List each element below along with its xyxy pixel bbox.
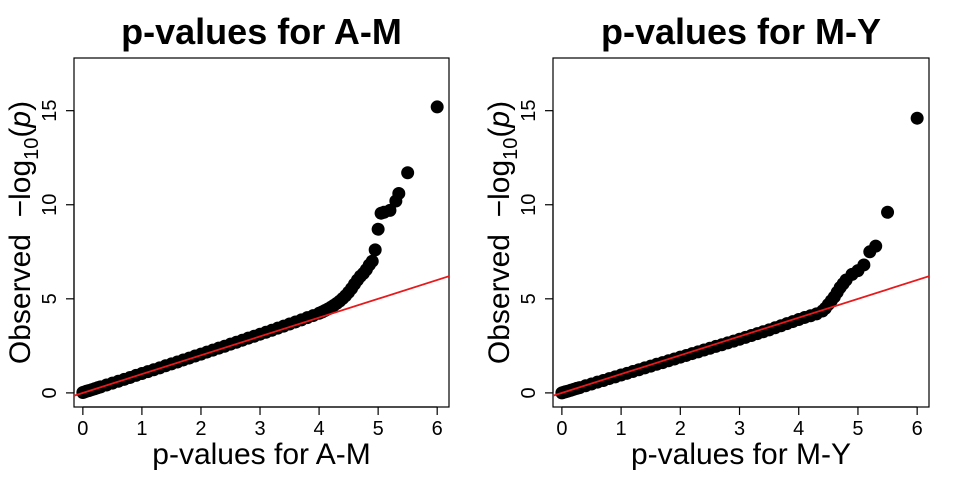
points-group [76,100,444,400]
y-label-prefix: Observed −log [4,160,37,364]
data-point [371,222,385,236]
y-axis-label: Observed −log10(p) [4,101,43,364]
y-axis-label: Observed −log10(p) [483,101,522,364]
x-tick-label: 1 [616,418,627,440]
x-axis-label: p-values for M-Y [631,438,851,471]
y-tick-label: 15 [39,100,61,122]
y-label-close-paren: ) [483,101,516,111]
reference-line [553,275,929,397]
y-tick-label: 0 [39,387,61,398]
chart-title: p-values for M-Y [601,11,881,52]
y-label-prefix: Observed −log [483,160,516,364]
y-tick-label: 5 [39,293,61,304]
y-label-variable: p [483,111,516,129]
x-tick-label: 6 [912,418,923,440]
x-axis-label: p-values for A-M [152,438,370,471]
qq-panel-right: p-values for M-Y 0 1 2 3 4 5 6 0 5 10 15 p-values fo… [483,11,930,471]
x-tick-label: 3 [254,418,265,440]
data-point [365,254,379,268]
x-tick-label: 2 [195,418,206,440]
x-tick-label: 1 [136,418,147,440]
x-tick-label: 3 [734,418,745,440]
data-point [869,239,883,253]
y-label-subscript: 10 [21,138,43,160]
data-point [392,186,406,200]
data-point [881,205,895,219]
data-point [910,111,924,125]
x-tick-label: 6 [432,418,443,440]
y-tick-label: 10 [518,194,540,216]
y-tick-label: 10 [39,194,61,216]
qq-panel-left: p-values for A-M 0 1 2 3 4 5 6 0 5 10 15 p-values fo… [4,11,450,471]
x-tick-label: 4 [793,418,804,440]
y-tick-label: 0 [518,387,540,398]
points-group [555,111,924,400]
y-tick-label: 5 [518,293,540,304]
data-point [430,100,444,114]
plot-frame [73,57,450,408]
y-label-close-paren: ) [4,101,37,111]
y-label-variable: p [4,111,37,129]
reference-line [74,275,449,397]
data-point [401,166,415,180]
y-label-open-paren: ( [483,128,516,138]
x-tick-label: 5 [373,418,384,440]
y-label-open-paren: ( [4,128,37,138]
data-point [857,258,871,272]
x-tick-label: 0 [556,418,567,440]
y-label-subscript: 10 [500,138,522,160]
x-tick-label: 4 [314,418,325,440]
data-point [383,203,397,217]
x-tick-label: 0 [77,418,88,440]
data-point [368,243,382,257]
y-tick-label: 15 [518,100,540,122]
x-tick-label: 2 [675,418,686,440]
plot-frame [552,57,930,408]
x-tick-label: 5 [852,418,863,440]
chart-title: p-values for A-M [121,11,402,52]
